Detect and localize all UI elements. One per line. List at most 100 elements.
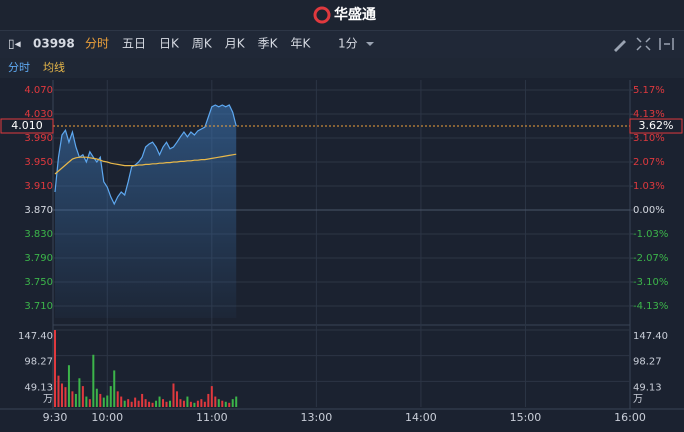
x-tick-label: 9:30 [43, 411, 68, 424]
last-price: 4.010 [11, 119, 43, 132]
y2-tick-label: -3.10% [633, 277, 668, 288]
volume-bar [162, 399, 165, 407]
y2-tick-label: 3.10% [633, 133, 665, 144]
volume-bar [144, 399, 147, 407]
volume-bar [71, 391, 74, 407]
volume-bar [193, 402, 196, 407]
volume-bar [85, 396, 88, 407]
volume-bar [217, 399, 220, 407]
y2-tick-label: 1.03% [633, 181, 665, 192]
timeframe-tab[interactable]: 月K [225, 37, 246, 51]
x-tick-label: 11:00 [196, 411, 228, 424]
volume-bar [148, 401, 151, 407]
y-tick-label: 4.070 [24, 85, 53, 96]
timeframe-tab[interactable]: 周K [192, 37, 213, 51]
volume-bar [64, 387, 67, 407]
volume-bar [186, 396, 189, 407]
timeframe-tab[interactable]: 五日 [122, 37, 146, 51]
panel-toggle[interactable]: ▯◂ [8, 37, 21, 51]
price-line [54, 104, 237, 206]
volume-bar [109, 386, 112, 407]
last-change: 3.62% [639, 119, 674, 132]
volume-bar [74, 393, 77, 407]
volume-tick-label: 147.40 [633, 331, 668, 342]
interval[interactable]: 1分 [338, 37, 358, 51]
volume-bar [120, 396, 123, 407]
volume-bar [210, 386, 213, 407]
timeframe-tab[interactable]: 日K [159, 37, 180, 51]
y2-tick-label: 0.00% [633, 205, 665, 216]
volume-bar [221, 400, 224, 407]
volume-unit: 万 [43, 394, 53, 405]
y2-tick-label: 5.17% [633, 85, 665, 96]
volume-bar [60, 383, 63, 407]
timeframe-tab[interactable]: 季K [258, 37, 279, 51]
last-change-box [629, 118, 683, 134]
volume-bar [137, 400, 140, 407]
y-tick-label: 3.990 [24, 133, 53, 144]
volume-bar [158, 396, 161, 407]
y-tick-label: 3.950 [24, 157, 53, 168]
volume-bar [203, 401, 206, 407]
volume-bar [228, 402, 231, 407]
y2-tick-label: -1.03% [633, 229, 668, 240]
toolbar [0, 30, 684, 58]
last-price-box [0, 118, 54, 134]
draw-icon[interactable] [614, 40, 626, 52]
fullscreen-icon[interactable] [636, 37, 651, 51]
volume-bar [172, 383, 175, 407]
y2-tick-label: -2.07% [633, 253, 668, 264]
logo: 华盛通 [334, 6, 376, 23]
volume-bar [54, 330, 56, 407]
volume-bar [102, 397, 105, 407]
stock-code: 03998 [33, 37, 75, 51]
volume-bar [200, 399, 203, 407]
volume-bar [78, 378, 81, 407]
x-tick-label: 16:00 [614, 411, 646, 424]
volume-tick-label: 98.27 [633, 357, 662, 368]
timeframe-tab[interactable]: 年K [291, 37, 312, 51]
y-tick-label: 4.030 [24, 109, 53, 120]
x-tick-label: 15:00 [510, 411, 542, 424]
volume-bar [196, 400, 199, 407]
y2-tick-label: -4.13% [633, 301, 668, 312]
volume-bar [231, 399, 234, 407]
legend-entry: 分时 [8, 61, 30, 74]
y-tick-label: 3.710 [24, 301, 53, 312]
volume-bar [175, 391, 178, 407]
volume-tick-label: 98.27 [24, 357, 53, 368]
volume-bar [92, 354, 95, 407]
y-tick-label: 3.750 [24, 277, 53, 288]
volume-bar [127, 399, 130, 407]
volume-bar [235, 396, 238, 407]
volume-bar [116, 391, 119, 407]
price-area [55, 105, 237, 318]
volume-bar [130, 401, 133, 407]
volume-bar [57, 375, 60, 407]
logo-icon [313, 6, 331, 24]
average-line [54, 153, 237, 175]
legend-entry: 均线 [43, 60, 65, 74]
expand-icon[interactable] [659, 38, 674, 50]
x-tick-label: 14:00 [405, 411, 437, 424]
volume-bar [151, 402, 154, 407]
x-tick-label: 10:00 [91, 411, 123, 424]
volume-bar [81, 386, 84, 407]
volume-bar [155, 400, 158, 407]
top-bar [0, 0, 684, 30]
volume-bar [141, 393, 144, 407]
volume-bar [165, 401, 168, 407]
timeframe-tab[interactable]: 分时 [85, 37, 109, 51]
legend-bar [0, 58, 684, 78]
volume-bar [67, 365, 70, 407]
volume-bar [189, 401, 192, 407]
volume-unit: 万 [633, 394, 643, 405]
y2-tick-label: 4.13% [633, 109, 665, 120]
volume-bar [182, 400, 185, 407]
x-tick-label: 13:00 [301, 411, 333, 424]
y-tick-label: 3.910 [24, 181, 53, 192]
volume-bar [123, 400, 126, 407]
dropdown-arrow[interactable] [366, 42, 374, 46]
volume-bar [169, 400, 171, 407]
